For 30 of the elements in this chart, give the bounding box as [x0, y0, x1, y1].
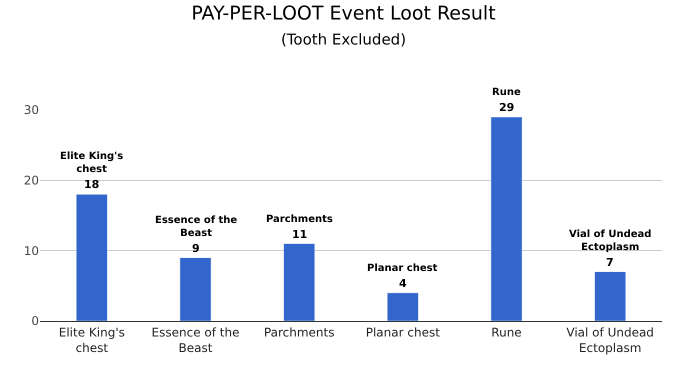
- data-label: 18: [84, 178, 100, 191]
- y-tick-label: 10: [24, 244, 39, 258]
- bar: [490, 116, 522, 321]
- chart-title: PAY-PER-LOOT Event Loot Result: [191, 2, 496, 25]
- category-label: Rune: [492, 87, 521, 98]
- category-label: Elite King's chest: [60, 151, 124, 175]
- x-tick-label: Essence of the Beast: [152, 325, 240, 355]
- data-label: 29: [499, 101, 514, 114]
- bar: [76, 194, 108, 321]
- bar: [594, 272, 626, 321]
- data-label: 9: [192, 242, 200, 255]
- x-tick-label: Vial of Undead Ectoplasm: [566, 325, 654, 355]
- data-label: 7: [606, 256, 614, 269]
- x-tick-label: Planar chest: [366, 325, 440, 340]
- y-tick-label: 20: [24, 174, 39, 188]
- category-label: Essence of the Beast: [155, 215, 238, 239]
- data-label: 11: [292, 228, 308, 241]
- category-label: Vial of Undead Ectoplasm: [569, 229, 652, 253]
- category-label: Planar chest: [367, 263, 438, 274]
- y-tick-label: 30: [24, 103, 39, 118]
- x-tick-label: Parchments: [264, 325, 334, 340]
- x-tick-label: Rune: [491, 325, 522, 340]
- chart-subtitle: (Tooth Excluded): [280, 30, 406, 48]
- data-label: 4: [399, 277, 407, 290]
- y-tick-label: 0: [31, 314, 39, 328]
- category-label: Parchments: [266, 214, 333, 225]
- bar: [180, 257, 212, 321]
- bar: [387, 292, 419, 321]
- x-tick-label: Elite King's chest: [58, 325, 125, 355]
- bar: [283, 243, 315, 321]
